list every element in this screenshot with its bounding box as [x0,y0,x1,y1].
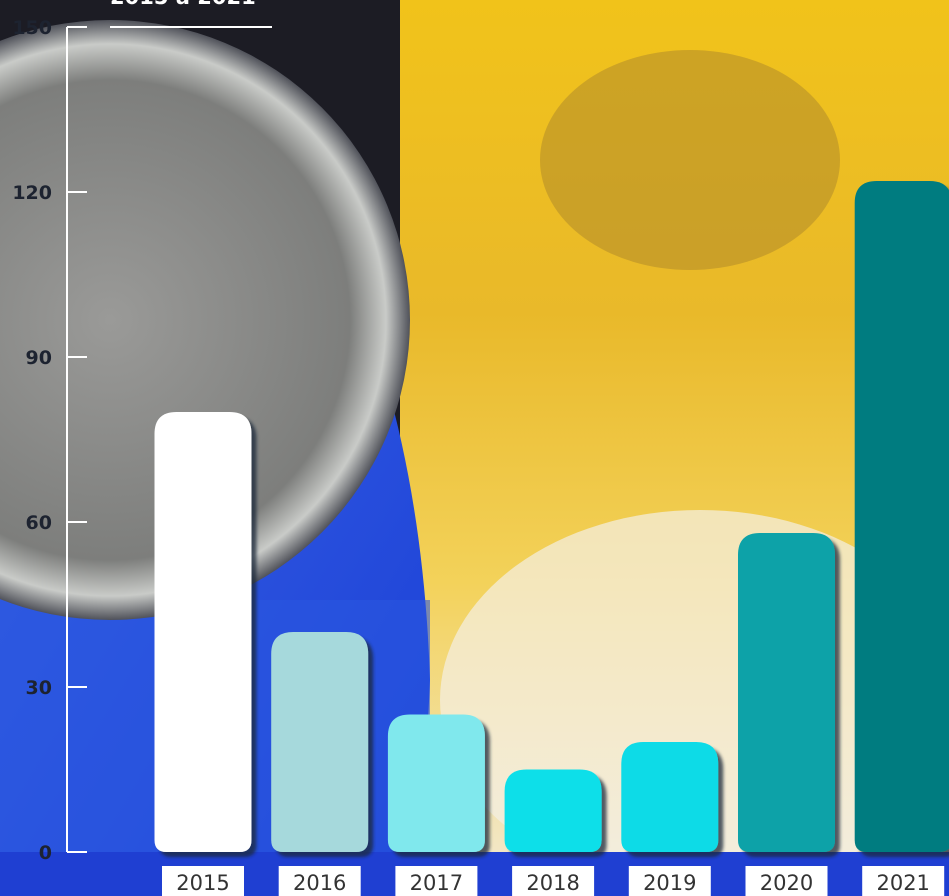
x-label-box [278,866,361,896]
x-tick-label: 2016 [293,871,346,895]
y-tick-label: 150 [12,17,52,39]
x-label-box [162,866,244,896]
bar [387,714,485,852]
bar [154,412,252,852]
y-tick-label: 30 [26,677,52,699]
x-tick-label: 2021 [876,871,929,895]
bar [738,533,835,852]
x-label-box [512,866,595,896]
x-label-box [628,866,711,896]
y-tick-label: 60 [26,512,52,534]
x-label-box [862,866,945,896]
x-tick-label: 2015 [176,871,229,895]
y-tick-label: 90 [26,347,52,369]
bar [504,769,602,852]
y-tick-label: 0 [39,842,52,864]
chart-subtitle: 2015 a 2021 [110,0,256,9]
bar [621,742,719,852]
x-tick-label: 2017 [410,871,463,895]
bar [854,181,949,852]
x-tick-label: 2019 [643,871,696,895]
x-tick-label: 2020 [760,871,813,895]
y-tick-label: 120 [12,182,52,204]
bar [271,632,369,852]
x-label-box [745,866,828,896]
x-label-box [395,866,478,896]
x-tick-label: 2018 [526,871,579,895]
